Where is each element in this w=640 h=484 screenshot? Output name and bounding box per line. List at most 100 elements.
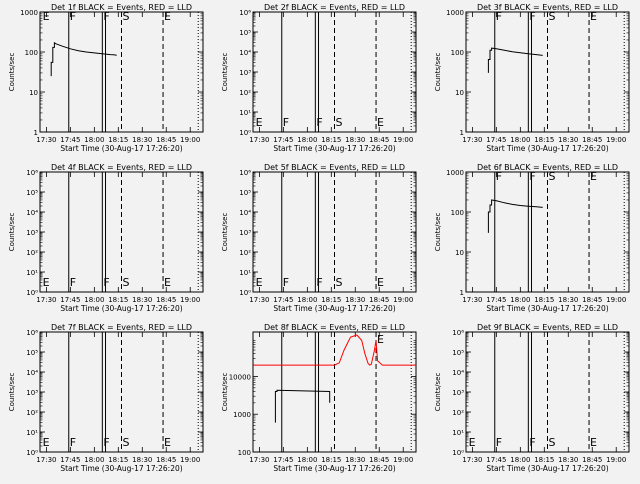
event-marker-E: E <box>590 436 597 449</box>
y-tick-label: 100 <box>451 209 464 217</box>
x-tick-label: 17:45 <box>273 296 293 304</box>
panel-title: Det 3f BLACK = Events, RED = LLD <box>477 3 618 12</box>
y-tick-label: 10² <box>26 249 38 257</box>
event-marker-S: S <box>549 10 556 23</box>
x-tick-label: 18:15 <box>534 136 554 144</box>
y-tick-label: 1 <box>34 129 38 137</box>
x-tick-label: 18:15 <box>108 136 128 144</box>
y-tick-label: 10 <box>455 89 464 97</box>
y-tick-label: 1000 <box>20 9 38 17</box>
x-tick-label: 18:45 <box>369 136 389 144</box>
y-tick-label: 10⁰ <box>26 449 38 457</box>
event-marker-E: E <box>377 116 384 129</box>
y-axis-label: Counts/sec <box>221 53 229 92</box>
x-tick-label: 18:00 <box>84 296 104 304</box>
y-tick-label: 10⁴ <box>26 369 38 377</box>
x-tick-label: 17:45 <box>486 296 506 304</box>
panel-title: Det 6f BLACK = Events, RED = LLD <box>477 163 618 172</box>
y-axis-label: Counts/sec <box>434 53 442 92</box>
event-marker-S: S <box>123 276 130 289</box>
event-marker-S: S <box>549 170 556 183</box>
y-tick-label: 10⁰ <box>26 289 38 297</box>
x-tick-label: 18:15 <box>108 296 128 304</box>
event-marker-F: F <box>316 276 322 289</box>
x-tick-label: 17:30 <box>462 136 482 144</box>
y-axis-label: Counts/sec <box>221 373 229 412</box>
panel-det-9: Det 9f BLACK = Events, RED = LLD 10⁰ 10¹ 10… <box>434 323 630 473</box>
x-tick-label: 17:30 <box>249 136 269 144</box>
x-tick-label: 18:30 <box>345 296 365 304</box>
event-marker-S: S <box>123 10 130 23</box>
x-tick-label: 18:15 <box>534 296 554 304</box>
y-tick-label: 10³ <box>26 229 38 237</box>
x-tick-label: 18:15 <box>321 456 341 464</box>
x-tick-label: 18:30 <box>132 296 152 304</box>
y-tick-label: 10⁵ <box>26 189 38 197</box>
event-marker-F: F <box>70 436 76 449</box>
x-tick-label: 19:00 <box>393 456 413 464</box>
x-tick-label: 19:00 <box>393 296 413 304</box>
x-tick-label: 18:00 <box>84 136 104 144</box>
y-tick-label: 10000 <box>229 373 251 381</box>
x-tick-label: 17:30 <box>36 136 56 144</box>
panel-det-8: Det 8f BLACK = Events, RED = LLD 100 1000 1… <box>221 323 417 473</box>
y-tick-label: 10³ <box>239 69 251 77</box>
y-tick-label: 10 <box>455 249 464 257</box>
x-tick-label: 18:45 <box>369 296 389 304</box>
x-tick-label: 17:45 <box>273 456 293 464</box>
series-line-0 <box>274 389 331 423</box>
y-tick-label: 1 <box>460 129 464 137</box>
y-tick-label: 10³ <box>239 229 251 237</box>
y-tick-label: 10³ <box>452 389 464 397</box>
x-tick-label: 19:00 <box>606 136 626 144</box>
x-tick-label: 17:30 <box>462 296 482 304</box>
y-tick-label: 10⁴ <box>239 209 251 217</box>
x-tick-label: 18:00 <box>510 296 530 304</box>
x-axis-label: Start Time (30-Aug-17 17:26:20) <box>486 144 608 153</box>
y-tick-label: 10⁶ <box>26 329 38 337</box>
x-tick-label: 18:45 <box>582 456 602 464</box>
x-axis-label: Start Time (30-Aug-17 17:26:20) <box>60 464 182 473</box>
y-tick-label: 10⁴ <box>239 49 251 57</box>
event-marker-F: F <box>316 116 322 129</box>
x-tick-label: 18:30 <box>132 136 152 144</box>
event-marker-E: E <box>164 10 171 23</box>
y-tick-label: 100 <box>25 49 38 57</box>
event-marker-F: F <box>103 276 109 289</box>
series-line-0 <box>487 199 543 233</box>
y-tick-label: 10² <box>452 409 464 417</box>
y-tick-label: 10¹ <box>26 269 38 277</box>
x-tick-label: 17:45 <box>60 296 80 304</box>
panel-title: Det 7f BLACK = Events, RED = LLD <box>51 323 192 332</box>
y-tick-label: 10⁵ <box>239 189 251 197</box>
panel-det-5: Det 5f BLACK = Events, RED = LLD 10⁰ 10¹ 10… <box>221 163 417 313</box>
x-tick-label: 17:45 <box>60 456 80 464</box>
x-tick-label: 17:30 <box>462 456 482 464</box>
panel-det-6: Det 6f BLACK = Events, RED = LLD 1 10 100 10… <box>434 163 630 313</box>
y-tick-label: 10 <box>29 89 38 97</box>
x-tick-label: 18:30 <box>558 296 578 304</box>
event-marker-F: F <box>496 170 502 183</box>
event-marker-S: S <box>336 116 343 129</box>
event-marker-E: E <box>590 170 597 183</box>
x-tick-label: 19:00 <box>393 136 413 144</box>
y-tick-label: 10² <box>239 89 251 97</box>
event-marker-F: F <box>529 436 535 449</box>
event-marker-E: E <box>377 333 384 346</box>
y-tick-label: 10⁰ <box>452 449 464 457</box>
x-axis-label: Start Time (30-Aug-17 17:26:20) <box>486 304 608 313</box>
x-axis-label: Start Time (30-Aug-17 17:26:20) <box>273 144 395 153</box>
panel-title: Det 8f BLACK = Events, RED = LLD <box>264 323 405 332</box>
x-tick-label: 18:30 <box>558 456 578 464</box>
y-tick-label: 10⁰ <box>239 129 251 137</box>
event-marker-S: S <box>549 436 556 449</box>
y-tick-label: 10³ <box>26 389 38 397</box>
x-tick-label: 18:30 <box>345 136 365 144</box>
y-tick-label: 10⁵ <box>26 349 38 357</box>
x-tick-label: 18:00 <box>84 456 104 464</box>
y-tick-label: 10⁴ <box>452 369 464 377</box>
event-marker-E: E <box>256 116 263 129</box>
panel-title: Det 5f BLACK = Events, RED = LLD <box>264 163 405 172</box>
panel-title: Det 2f BLACK = Events, RED = LLD <box>264 3 405 12</box>
x-tick-label: 17:30 <box>36 456 56 464</box>
